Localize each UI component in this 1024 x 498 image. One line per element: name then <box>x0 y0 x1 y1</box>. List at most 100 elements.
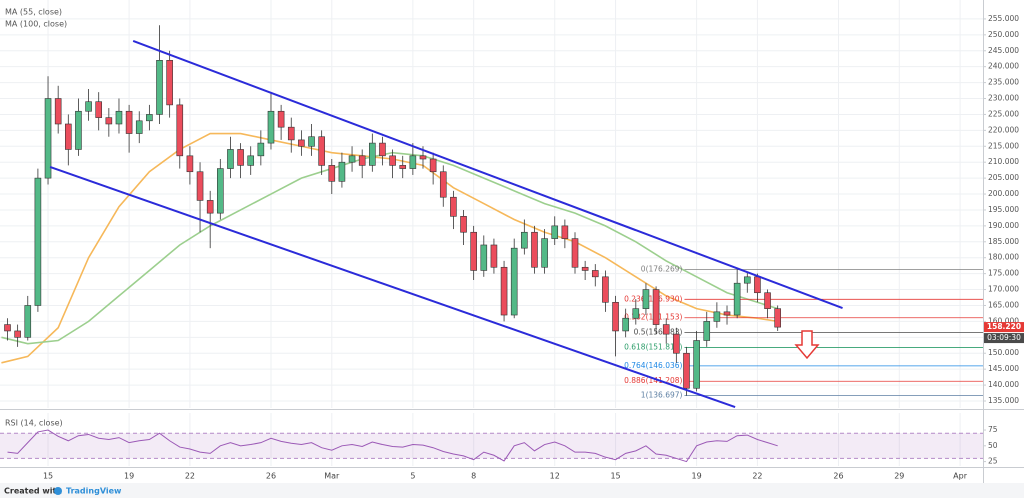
x-tick-label: 19 <box>124 472 134 481</box>
y-tick-label: 245.000 <box>988 46 1019 55</box>
candle-body <box>683 352 690 389</box>
candle-body <box>713 311 721 322</box>
candle-body <box>298 139 305 147</box>
candle-body <box>34 177 42 306</box>
candle-body <box>318 136 325 166</box>
countdown-tag <box>984 333 1024 344</box>
rsi-tick-label: 75 <box>988 425 998 434</box>
y-tick-label: 165.000 <box>988 300 1019 309</box>
x-tick-label: 26 <box>833 472 843 481</box>
candle-body <box>237 149 244 166</box>
candle-body <box>480 244 488 271</box>
candle-body <box>581 266 589 271</box>
candle-body <box>125 110 133 134</box>
y-tick-label: 225.000 <box>988 109 1019 118</box>
candle-body <box>419 155 427 160</box>
candle-body <box>176 104 184 157</box>
price-tag-label: 158.220 <box>987 322 1021 331</box>
y-tick-label: 190.000 <box>988 221 1019 230</box>
x-tick-label: 19 <box>692 472 702 481</box>
x-tick-label: 5 <box>410 472 415 481</box>
footer-text: Created with <box>4 487 62 496</box>
candle-body <box>217 168 224 214</box>
plot: 0(176.269)0.236(166.930)0.382(161.153)0.… <box>1 25 983 408</box>
y-tick-label: 170.000 <box>988 285 1019 294</box>
y-tick-label: 250.000 <box>988 30 1019 39</box>
candle-body <box>95 101 103 118</box>
candle-body <box>338 161 346 182</box>
candle-body <box>105 117 113 125</box>
trendline <box>49 166 736 408</box>
candle-body <box>602 276 609 303</box>
y-tick-label: 135.000 <box>988 396 1019 405</box>
y-tick-label: 235.000 <box>988 78 1019 87</box>
grid <box>0 0 983 466</box>
candle-body <box>54 98 62 125</box>
x-tick-label: 15 <box>43 472 53 481</box>
fib-label: 0.764(146.036) <box>624 361 682 370</box>
y-tick-label: 205.000 <box>988 173 1019 182</box>
y-tick-label: 230.000 <box>988 94 1019 103</box>
candle-body <box>24 305 32 338</box>
candle-body <box>4 324 11 332</box>
candle-body <box>65 123 72 150</box>
y-tick-label: 150.000 <box>988 348 1019 357</box>
legend-ma100: MA (100, close) <box>5 20 67 29</box>
candle-body <box>500 266 508 316</box>
candle-body <box>571 238 579 268</box>
logo <box>54 487 62 495</box>
y-tick-label: 140.000 <box>988 380 1019 389</box>
y-tick-label: 200.000 <box>988 189 1019 198</box>
candle-body <box>450 196 457 217</box>
fib-label: 1(136.697) <box>641 391 683 400</box>
candle-body <box>389 155 396 166</box>
candle-body <box>723 311 731 316</box>
candle-body <box>612 301 619 332</box>
x-tick-label: Apr <box>953 472 968 481</box>
candle-body <box>754 276 761 294</box>
y-tick-label: 220.000 <box>988 125 1019 134</box>
candle-body <box>774 308 781 328</box>
y-tick-label: 215.000 <box>988 141 1019 150</box>
fib-label: 0.618(151.814) <box>624 342 682 351</box>
candle-body <box>369 142 376 166</box>
price-tag <box>984 322 1024 333</box>
candle-body <box>652 289 660 325</box>
y-tick-label: 175.000 <box>988 269 1019 278</box>
candle-body <box>541 238 548 268</box>
y-tick-label: 195.000 <box>988 205 1019 214</box>
candle-body <box>135 120 143 134</box>
candle-body <box>115 110 123 125</box>
y-tick-label: 145.000 <box>988 364 1019 373</box>
rsi-tick-label: 50 <box>988 441 998 450</box>
rsi-panel <box>0 429 983 463</box>
rsi-tick-label: 25 <box>988 457 998 466</box>
y-tick-label: 180.000 <box>988 253 1019 262</box>
candle-body <box>642 289 650 309</box>
footer-bar <box>0 483 1024 498</box>
fib-label: 0.5(156.483) <box>634 328 683 337</box>
candle-body <box>156 60 163 115</box>
candle-body <box>379 142 386 157</box>
candle-body <box>267 110 275 144</box>
y-tick-label: 240.000 <box>988 62 1019 71</box>
countdown-label: 03:09:30 <box>987 333 1021 342</box>
candle-body <box>764 292 771 309</box>
candle-body <box>14 330 21 338</box>
candle-body <box>409 155 417 169</box>
candle-body <box>460 216 467 233</box>
candle-body <box>206 200 214 214</box>
candle-body <box>632 308 640 319</box>
candle-body <box>75 110 82 150</box>
x-tick-label: 8 <box>471 472 476 481</box>
y-tick-label: 210.000 <box>988 157 1019 166</box>
candle-body <box>470 231 477 271</box>
candle-body <box>551 225 559 239</box>
y-tick-label: 185.000 <box>988 237 1019 246</box>
candle-body <box>439 171 447 198</box>
candle-body <box>673 333 680 354</box>
candle-body <box>308 136 315 147</box>
candle-body <box>247 155 255 166</box>
candle-body <box>662 324 670 335</box>
x-tick-label: 29 <box>894 472 904 481</box>
